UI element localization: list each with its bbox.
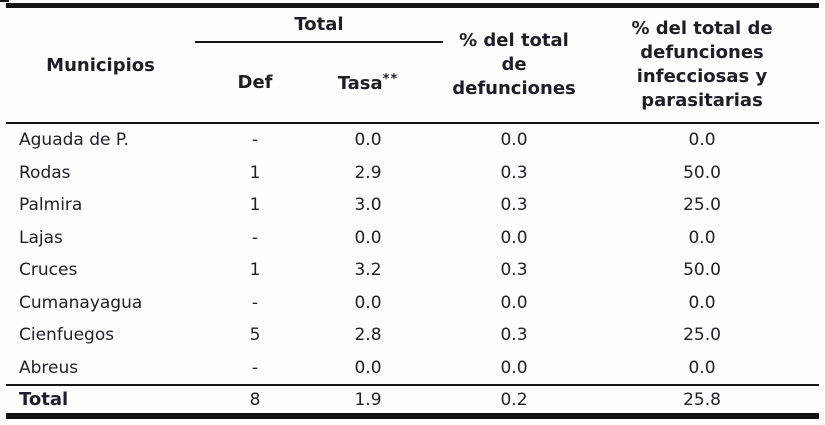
cell-def: 5 [249,325,261,346]
header-pct-inf-line: infecciosas y [636,66,768,87]
cell-pct-defunciones: 0.3 [500,195,528,216]
header-tasa-label: Tasa [337,72,383,94]
table-row: Aguada de P. - 0.0 0.0 0.0 [6,124,819,157]
cell-pct-infecciosas: 0.0 [688,227,716,248]
table-header: Municipios Total Def Tasa** % del total … [6,3,819,124]
cell-municipio: Palmira [19,195,83,216]
cell-tasa: 2.8 [354,325,382,346]
cell-pct-defunciones: 0.0 [500,130,528,151]
table-row: Cruces 1 3.2 0.3 50.0 [6,254,819,287]
table-row: Lajas - 0.0 0.0 0.0 [6,222,819,255]
cell-municipio: Lajas [19,227,63,248]
cell-tasa: 0.0 [354,130,382,151]
cell-municipio: Cienfuegos [19,325,115,346]
cell-total-pct-infecciosas: 25.8 [683,389,721,410]
header-total-subrow: Def Tasa** [195,43,443,122]
cell-pct-infecciosas: 50.0 [683,260,721,281]
cell-municipio: Abreus [19,357,79,378]
cell-pct-defunciones: 0.3 [500,162,528,183]
cell-def: 1 [249,195,261,216]
cell-def: - [251,292,259,313]
table-row: Cienfuegos 5 2.8 0.3 25.0 [6,319,819,352]
header-pct-infecciosas: % del total de defunciones infecciosas y… [585,8,819,122]
header-pct-inf-line: parasitarias [641,90,763,111]
header-total-label: Total [195,8,443,43]
scan-artifact [0,0,9,2]
cell-total-label: Total [19,389,69,410]
table-body: Aguada de P. - 0.0 0.0 0.0 Rodas 1 2.9 0… [6,124,819,384]
cell-def: - [251,227,259,248]
header-pct-defunciones: % del total de defunciones [443,8,585,122]
cell-pct-defunciones: 0.0 [500,357,528,378]
cell-pct-infecciosas: 25.0 [683,325,721,346]
cell-tasa: 0.0 [354,227,382,248]
cell-pct-defunciones: 0.0 [500,292,528,313]
header-pct-line: defunciones [452,78,576,99]
cell-pct-infecciosas: 0.0 [688,130,716,151]
cell-total-pct-defunciones: 0.2 [500,389,528,410]
table-row: Abreus - 0.0 0.0 0.0 [6,352,819,385]
cell-pct-defunciones: 0.0 [500,227,528,248]
cell-tasa: 3.2 [354,260,382,281]
cell-municipio: Aguada de P. [19,130,129,151]
table-total-row: Total 8 1.9 0.2 25.8 [6,384,819,419]
header-def: Def [237,72,273,93]
header-total-group: Total Def Tasa** [195,8,443,122]
header-tasa: Tasa** [315,72,443,94]
header-pct-inf-line: defunciones [640,42,764,63]
cell-def: - [251,357,259,378]
header-municipios: Municipios [46,54,155,76]
header-pct-line: % del total [459,30,569,51]
cell-tasa: 0.0 [354,357,382,378]
cell-def: 1 [249,260,261,281]
header-pct-inf-line: % del total de [631,18,773,39]
table-row: Cumanayagua - 0.0 0.0 0.0 [6,287,819,320]
cell-tasa: 0.0 [354,292,382,313]
cell-total-tasa: 1.9 [354,389,382,410]
header-pct-line: de [501,54,527,75]
cell-pct-infecciosas: 50.0 [683,162,721,183]
table-row: Rodas 1 2.9 0.3 50.0 [6,157,819,190]
cell-tasa: 3.0 [354,195,382,216]
cell-municipio: Cumanayagua [19,292,143,313]
cell-municipio: Rodas [19,162,71,183]
cell-pct-infecciosas: 0.0 [688,292,716,313]
cell-def: - [251,130,259,151]
statistics-table: Municipios Total Def Tasa** % del total … [6,3,819,419]
cell-pct-defunciones: 0.3 [500,325,528,346]
header-tasa-footnote-marker: ** [382,71,399,87]
cell-total-def: 8 [249,389,261,410]
cell-pct-defunciones: 0.3 [500,260,528,281]
table-row: Palmira 1 3.0 0.3 25.0 [6,189,819,222]
cell-tasa: 2.9 [354,162,382,183]
cell-pct-infecciosas: 0.0 [688,357,716,378]
cell-pct-infecciosas: 25.0 [683,195,721,216]
cell-municipio: Cruces [19,260,78,281]
cell-def: 1 [249,162,261,183]
